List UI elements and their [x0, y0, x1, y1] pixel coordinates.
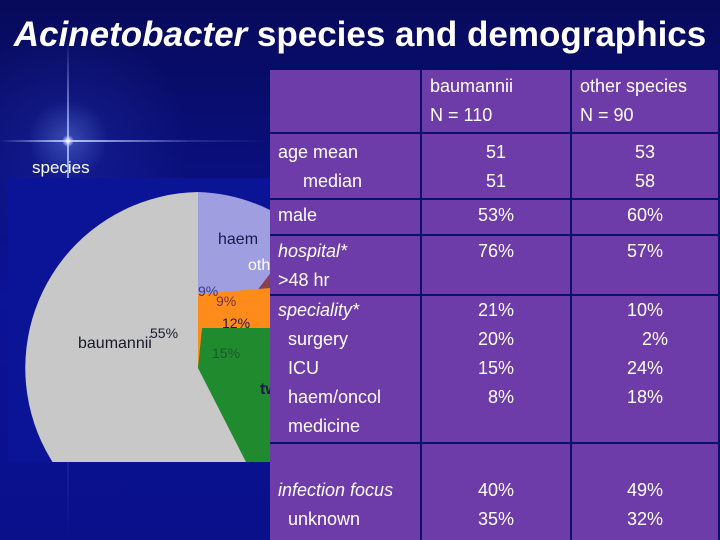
pie-slice-tw	[198, 328, 270, 462]
value-line: 8%	[477, 387, 515, 407]
row-speciality-label: speciality* surgery ICU haem/oncol medic…	[270, 296, 422, 444]
value-line: 32%	[626, 509, 664, 529]
lens-flare-center	[62, 135, 74, 147]
value-line: 51	[485, 142, 507, 162]
pie-pct-haem: 9%	[198, 283, 218, 299]
value-line: 60%	[626, 205, 664, 225]
header-baumannii-name: baumannii	[430, 76, 514, 96]
row-label-line: speciality*	[278, 300, 360, 320]
pie-chart: haem oth tw 9% 9% 12% 15% baumannii 55%	[8, 178, 270, 462]
header-baumannii-n: N = 110	[430, 105, 493, 125]
value-line: 2%	[621, 329, 669, 349]
value-line: 40%	[477, 480, 515, 500]
header-other: other species N = 90	[572, 70, 720, 134]
row-hospital-other: 57%	[572, 236, 720, 296]
value-line: 20%	[477, 329, 515, 349]
demographics-table: baumannii N = 110 other species N = 90 a…	[270, 70, 720, 540]
title-rest: species and demographics	[247, 15, 707, 54]
row-label-line: unknown	[278, 509, 361, 529]
row-label-line: hospital*	[278, 241, 348, 261]
value-line: 76%	[477, 241, 515, 261]
lens-flare-horizontal	[0, 140, 270, 142]
pie-chart-label: species	[32, 158, 90, 177]
row-infection-label: infection focus unknown	[270, 444, 422, 540]
pie-text-oth: oth	[248, 257, 270, 274]
row-label-line: medicine	[278, 416, 361, 436]
row-label-line: age mean	[278, 142, 359, 162]
row-age-other: 53 58	[572, 134, 720, 200]
header-other-n: N = 90	[580, 105, 634, 125]
value-line: 53	[634, 142, 656, 162]
value-line: 57%	[626, 241, 664, 261]
pie-pct-tw: 15%	[212, 345, 240, 361]
row-infection-baumannii: 40% 35%	[422, 444, 572, 540]
pie-text-haem: haem	[218, 231, 258, 248]
header-baumannii: baumannii N = 110	[422, 70, 572, 134]
row-speciality-other: 10% 2% 24% 18%	[572, 296, 720, 444]
row-label-line: ICU	[278, 358, 320, 378]
value-line: 51	[485, 171, 507, 191]
value-line: 18%	[626, 387, 664, 407]
row-label-line: surgery	[278, 329, 349, 349]
row-label-line: median	[278, 171, 363, 191]
row-label-line: infection focus	[278, 480, 394, 500]
pie-text-baumannii: baumannii	[78, 335, 152, 352]
row-label-line: >48 hr	[278, 270, 330, 290]
pie-pct-12: 12%	[222, 315, 250, 331]
row-label-line: haem/oncol	[278, 387, 382, 407]
value-line: 24%	[626, 358, 664, 378]
value-line: 35%	[477, 509, 515, 529]
pie-pct-oth: 9%	[216, 293, 236, 309]
row-label-line: male	[278, 205, 318, 225]
pie-pct-baumannii: 55%	[150, 325, 178, 341]
pie-svg: haem oth tw 9% 9% 12% 15% baumannii 55%	[25, 192, 270, 462]
header-other-name: other species	[580, 76, 688, 96]
slide-title: Acinetobacter species and demographics	[0, 14, 720, 56]
title-genus: Acinetobacter	[13, 15, 248, 54]
row-male-other: 60%	[572, 200, 720, 236]
value-line: 21%	[477, 300, 515, 320]
value-line: 15%	[477, 358, 515, 378]
value-line: 10%	[626, 300, 664, 320]
value-line: 58	[634, 171, 656, 191]
pie-slice-baumannii	[25, 192, 270, 462]
row-hospital-label: hospital* >48 hr	[270, 236, 422, 296]
row-speciality-baumannii: 21% 20% 15% 8%	[422, 296, 572, 444]
row-age-baumannii: 51 51	[422, 134, 572, 200]
row-male-label: male	[270, 200, 422, 236]
row-infection-other: 49% 32%	[572, 444, 720, 540]
value-line: 53%	[477, 205, 515, 225]
pie-text-tw: tw	[260, 381, 270, 398]
header-empty-cell	[270, 70, 422, 134]
value-line: 49%	[626, 480, 664, 500]
row-male-baumannii: 53%	[422, 200, 572, 236]
row-hospital-baumannii: 76%	[422, 236, 572, 296]
row-age-label: age mean median	[270, 134, 422, 200]
